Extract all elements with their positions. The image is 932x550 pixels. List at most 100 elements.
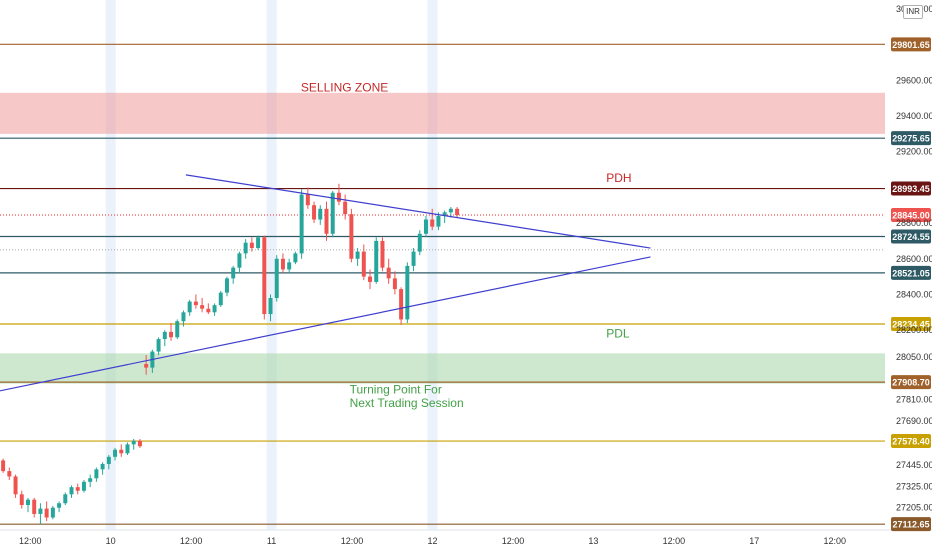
candle-body[interactable] — [144, 364, 149, 368]
level-price-label: 28845.00 — [892, 211, 930, 221]
candle-body[interactable] — [355, 251, 360, 259]
candle-body[interactable] — [206, 308, 211, 313]
time-axis[interactable]: 12:00 10 12:00 11 12:00 12 12:00 13 12:00 17 12:00 — [19, 536, 846, 546]
candle-body[interactable] — [1, 460, 6, 472]
time-tick-label: 13 — [588, 536, 598, 546]
level-price-label: 28521.05 — [892, 268, 930, 278]
candle-body[interactable] — [25, 499, 30, 506]
price-tick-label: 28800.00 — [896, 218, 932, 228]
trendlines-layer — [0, 174, 651, 392]
candle-body[interactable] — [100, 463, 105, 470]
candle-body[interactable] — [81, 481, 86, 491]
candle-body[interactable] — [38, 508, 43, 514]
candle-body[interactable] — [336, 192, 341, 202]
candle-body[interactable] — [268, 298, 273, 315]
candle-body[interactable] — [193, 301, 198, 306]
price-tick-label: 27445.00 — [896, 460, 932, 470]
candle-body[interactable] — [119, 449, 124, 454]
chart-annotation: Turning Point For — [350, 382, 442, 396]
currency-badge[interactable]: INR — [903, 5, 923, 19]
candle-body[interactable] — [318, 208, 323, 220]
candle-body[interactable] — [399, 289, 404, 320]
candle-body[interactable] — [94, 469, 99, 479]
candle-body[interactable] — [324, 208, 329, 234]
trendline[interactable] — [0, 256, 651, 392]
candle-body[interactable] — [212, 305, 217, 313]
candle-body[interactable] — [137, 440, 142, 447]
candle-body[interactable] — [7, 471, 12, 477]
candle-body[interactable] — [50, 507, 55, 518]
candle-body[interactable] — [218, 292, 223, 306]
candle-body[interactable] — [417, 233, 422, 252]
candle-body[interactable] — [69, 487, 74, 495]
candle-body[interactable] — [225, 278, 229, 293]
candle-body[interactable] — [175, 321, 180, 338]
candle-body[interactable] — [19, 494, 24, 506]
time-tick-label: 12:00 — [19, 536, 42, 546]
candle-body[interactable] — [430, 219, 435, 227]
candle-body[interactable] — [349, 214, 354, 259]
price-tick-label: 28050.00 — [896, 352, 932, 362]
candle-body[interactable] — [106, 456, 111, 464]
candle-body[interactable] — [156, 339, 161, 352]
candle-body[interactable] — [169, 331, 174, 338]
candle-body[interactable] — [57, 503, 62, 508]
candle-body[interactable] — [63, 494, 68, 504]
candle-body[interactable] — [448, 208, 453, 213]
candle-body[interactable] — [312, 205, 317, 220]
plot-area[interactable] — [0, 0, 885, 530]
candle-body[interactable] — [32, 499, 37, 514]
price-tick-label: 27205.00 — [896, 503, 932, 513]
price-tick-label: 27325.00 — [896, 481, 932, 491]
candle-body[interactable] — [405, 265, 410, 320]
candle-body[interactable] — [256, 237, 261, 249]
price-axis[interactable]: 29801.65 29275.65 28993.45 28845.00 28724.55… — [891, 4, 932, 532]
candle-body[interactable] — [392, 278, 397, 290]
candle-body[interactable] — [368, 276, 373, 282]
candle-body[interactable] — [280, 258, 285, 270]
candle-body[interactable] — [162, 331, 167, 340]
candle-body[interactable] — [249, 242, 254, 249]
candle-body[interactable] — [274, 258, 279, 299]
candle-body[interactable] — [181, 312, 186, 322]
levels-layer — [0, 43, 885, 525]
candle-body[interactable] — [13, 476, 18, 495]
candle-body[interactable] — [330, 192, 335, 234]
candle-body[interactable] — [125, 444, 130, 454]
candle-body[interactable] — [411, 251, 416, 266]
candle-body[interactable] — [343, 201, 348, 215]
level-price-label: 27112.65 — [892, 520, 929, 530]
candle-body[interactable] — [305, 194, 310, 206]
candle-body[interactable] — [75, 487, 80, 491]
candle-body[interactable] — [287, 262, 292, 270]
candle-body[interactable] — [386, 267, 391, 279]
candle-body[interactable] — [442, 212, 447, 216]
chart-annotation: PDH — [606, 171, 631, 185]
candle-body[interactable] — [243, 242, 248, 254]
candle-body[interactable] — [380, 240, 385, 268]
candle-body[interactable] — [455, 208, 460, 216]
candle-body[interactable] — [262, 237, 267, 315]
candle-body[interactable] — [44, 508, 49, 518]
candle-body[interactable] — [424, 219, 428, 234]
candle-body[interactable] — [113, 449, 118, 457]
price-zone[interactable] — [0, 353, 885, 384]
candle-body[interactable] — [237, 253, 242, 268]
price-zone[interactable] — [0, 92, 885, 134]
candle-body[interactable] — [187, 301, 192, 313]
price-tick-label: 27810.00 — [896, 395, 932, 405]
candle-body[interactable] — [200, 305, 205, 309]
candle-body[interactable] — [88, 478, 93, 482]
time-tick-label: 12:00 — [341, 536, 364, 546]
session-separator — [266, 0, 277, 530]
candle-body[interactable] — [299, 194, 304, 254]
candle-body[interactable] — [131, 440, 136, 445]
candle-body[interactable] — [361, 251, 366, 277]
candle-body[interactable] — [231, 267, 236, 279]
time-tick-label: 11 — [267, 536, 276, 546]
candle-body[interactable] — [293, 253, 298, 263]
trendline[interactable] — [185, 174, 651, 249]
candle-body[interactable] — [436, 215, 441, 227]
candle-body[interactable] — [374, 240, 379, 282]
